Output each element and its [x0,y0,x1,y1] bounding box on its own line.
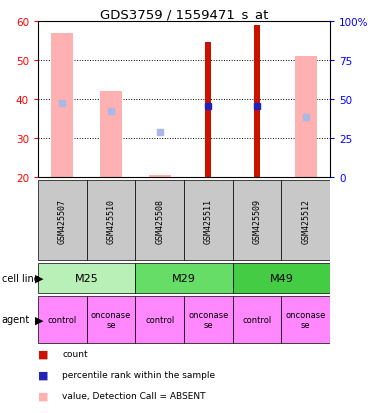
Bar [206,43,211,178]
Bar [233,263,330,294]
Text: GSM425507: GSM425507 [58,198,67,243]
Bar [282,180,330,261]
Bar [51,33,73,178]
Text: ▶: ▶ [35,315,43,325]
Bar [87,296,135,343]
Text: M29: M29 [172,273,196,283]
Text: control: control [48,315,77,324]
Text: M25: M25 [75,273,99,283]
Bar [254,26,260,178]
Bar [295,57,316,178]
Bar [135,180,184,261]
Bar [87,180,135,261]
Bar [233,180,281,261]
Bar [233,296,281,343]
Text: GSM425509: GSM425509 [253,198,262,243]
Text: ■: ■ [38,349,49,359]
Text: control: control [242,315,272,324]
Text: ■: ■ [38,390,49,401]
Text: control: control [145,315,174,324]
Text: agent: agent [2,315,30,325]
Text: value, Detection Call = ABSENT: value, Detection Call = ABSENT [62,391,206,400]
Text: onconase
se: onconase se [285,310,326,330]
Text: count: count [62,350,88,358]
Bar [135,263,233,294]
Text: GSM425510: GSM425510 [106,198,115,243]
Bar [38,296,86,343]
Bar [38,180,86,261]
Text: M49: M49 [269,273,293,283]
Bar [100,92,122,178]
Bar [184,296,233,343]
Bar [38,263,135,294]
Text: rank, Detection Call = ABSENT: rank, Detection Call = ABSENT [62,412,201,413]
Text: GSM425512: GSM425512 [301,198,310,243]
Bar [135,296,184,343]
Bar [184,180,233,261]
Text: onconase
se: onconase se [188,310,229,330]
Text: percentile rank within the sample: percentile rank within the sample [62,370,215,379]
Text: cell line: cell line [2,273,40,283]
Bar [282,296,330,343]
Text: onconase
se: onconase se [91,310,131,330]
Text: ■: ■ [38,411,49,413]
Bar [149,176,171,178]
Title: GDS3759 / 1559471_s_at: GDS3759 / 1559471_s_at [100,8,268,21]
Text: ▶: ▶ [35,273,43,283]
Text: GSM425511: GSM425511 [204,198,213,243]
Text: GSM425508: GSM425508 [155,198,164,243]
Text: ■: ■ [38,370,49,380]
